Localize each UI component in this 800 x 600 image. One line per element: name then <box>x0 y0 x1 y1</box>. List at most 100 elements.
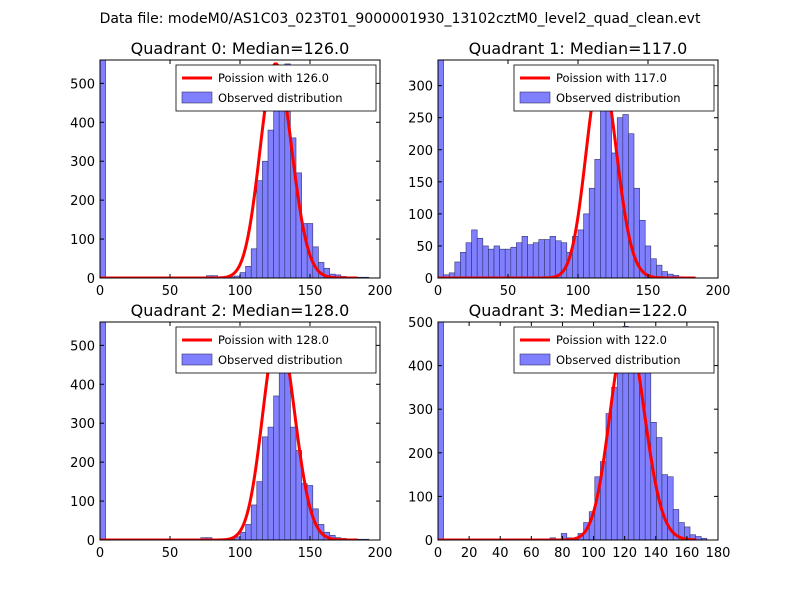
histogram-bar <box>256 481 263 540</box>
x-tick-label: 0 <box>434 546 442 561</box>
histogram-bar <box>538 239 545 278</box>
quadrant-title: Quadrant 3: Median=122.0 <box>469 301 688 320</box>
histogram-bar <box>245 266 252 278</box>
quadrant-title: Quadrant 1: Median=117.0 <box>469 39 688 58</box>
legend-observed-label: Observed distribution <box>218 91 343 105</box>
histogram-bar <box>577 229 584 278</box>
figure-suptitle: Data file: modeM0/AS1C03_023T01_90000019… <box>100 11 701 27</box>
histogram-bar <box>600 107 607 278</box>
y-tick-label: 150 <box>408 176 433 191</box>
y-tick-label: 200 <box>408 144 433 159</box>
histogram-bar <box>488 248 495 278</box>
histogram-bar <box>527 244 534 278</box>
y-tick-label: 300 <box>70 155 95 170</box>
histogram-bar <box>583 213 590 278</box>
legend-fit-label: Poission with 117.0 <box>556 71 667 85</box>
quadrant-2-plot: 0 50 100 150 200 0 100 200 300 400 500 Quadrant 2: … <box>70 301 392 561</box>
y-tick-label: 300 <box>408 80 433 95</box>
y-tick-label: 500 <box>70 339 95 354</box>
observed-distribution-bars <box>100 60 370 278</box>
histogram-bar <box>532 242 540 278</box>
y-tick-label: 100 <box>70 233 95 248</box>
x-tick-label: 50 <box>162 546 179 561</box>
histogram-bar <box>482 245 489 278</box>
y-tick-label: 400 <box>408 360 433 375</box>
x-tick-label: 60 <box>523 546 540 561</box>
x-tick-label: 150 <box>298 284 323 299</box>
histogram-bar <box>273 395 280 540</box>
legend: Poission with 117.0 Observed distribution <box>513 64 715 112</box>
y-tick-label: 200 <box>70 194 95 209</box>
histogram-bar <box>650 258 657 278</box>
histogram-bar <box>245 524 252 540</box>
y-tick-label: 200 <box>408 447 433 462</box>
poisson-fit-line <box>438 68 696 278</box>
x-tick-label: 140 <box>643 546 668 561</box>
y-tick-label: 0 <box>87 272 95 287</box>
y-tick-label: 250 <box>408 112 433 127</box>
y-tick-label: 400 <box>70 378 95 393</box>
legend-bar-swatch <box>181 91 213 104</box>
y-tick-label: 300 <box>408 403 433 418</box>
poisson-fit-line <box>100 62 358 278</box>
quadrant-title: Quadrant 2: Median=128.0 <box>131 301 350 320</box>
histogram-bar <box>262 160 269 278</box>
histogram-bar <box>239 272 246 278</box>
x-tick-label: 200 <box>368 546 393 561</box>
quadrant-3-plot: 0 20 40 60 80 100 120 140 160 180 0 100 200 300 400 500… <box>408 301 730 561</box>
x-tick-label: 40 <box>492 546 509 561</box>
x-tick-label: 100 <box>581 546 606 561</box>
x-tick-label: 200 <box>706 284 731 299</box>
x-tick-label: 150 <box>636 284 661 299</box>
histogram-bar <box>267 129 274 278</box>
x-tick-label: 200 <box>368 284 393 299</box>
histogram-bar <box>588 187 596 278</box>
y-tick-label: 500 <box>70 77 95 92</box>
histogram-bar <box>667 476 674 540</box>
histogram-bar <box>250 504 258 540</box>
legend-bar-swatch <box>181 353 213 366</box>
histogram-bar <box>510 246 517 278</box>
histogram-bar <box>460 252 467 278</box>
histogram-bar <box>616 347 624 540</box>
x-tick-label: 0 <box>96 284 104 299</box>
histogram-bar <box>267 426 274 540</box>
x-tick-label: 0 <box>434 284 442 299</box>
legend: Poission with 122.0 Observed distribution <box>513 326 715 374</box>
axes-frame <box>437 321 719 541</box>
x-tick-label: 20 <box>461 546 478 561</box>
y-tick-label: 400 <box>70 116 95 131</box>
x-tick-label: 180 <box>706 546 731 561</box>
x-tick-label: 100 <box>566 284 591 299</box>
quadrant-0-plot: 0 50 100 150 200 0 100 200 300 400 500 Quadrant 0: … <box>70 39 392 299</box>
legend: Poission with 128.0 Observed distribution <box>175 326 377 374</box>
observed-distribution-bars <box>100 322 370 540</box>
y-tick-label: 0 <box>87 534 95 549</box>
quadrant-title: Quadrant 0: Median=126.0 <box>131 39 350 58</box>
poisson-fit-line <box>100 328 358 540</box>
legend: Poission with 126.0 Observed distribution <box>175 64 377 112</box>
x-tick-label: 50 <box>162 284 179 299</box>
histogram-bar <box>290 426 297 540</box>
observed-distribution-bars <box>438 60 685 278</box>
histogram-bar <box>611 387 618 540</box>
legend-box <box>513 64 715 112</box>
histogram-bar <box>544 239 551 278</box>
histogram-bar <box>560 533 568 540</box>
x-tick-label: 80 <box>554 546 571 561</box>
histogram-bar <box>100 322 106 540</box>
histogram-bar <box>256 180 263 278</box>
legend-box <box>175 326 377 374</box>
legend-observed-label: Observed distribution <box>556 353 681 367</box>
legend-fit-label: Poission with 122.0 <box>556 333 667 347</box>
legend-fit-label: Poission with 128.0 <box>218 333 329 347</box>
x-tick-label: 150 <box>298 546 323 561</box>
y-tick-label: 0 <box>425 272 433 287</box>
histogram-bar <box>476 237 484 278</box>
x-tick-label: 100 <box>228 546 253 561</box>
histogram-bar <box>499 248 506 278</box>
y-tick-label: 300 <box>70 417 95 432</box>
histogram-bar <box>549 236 556 278</box>
legend-box <box>175 64 377 112</box>
